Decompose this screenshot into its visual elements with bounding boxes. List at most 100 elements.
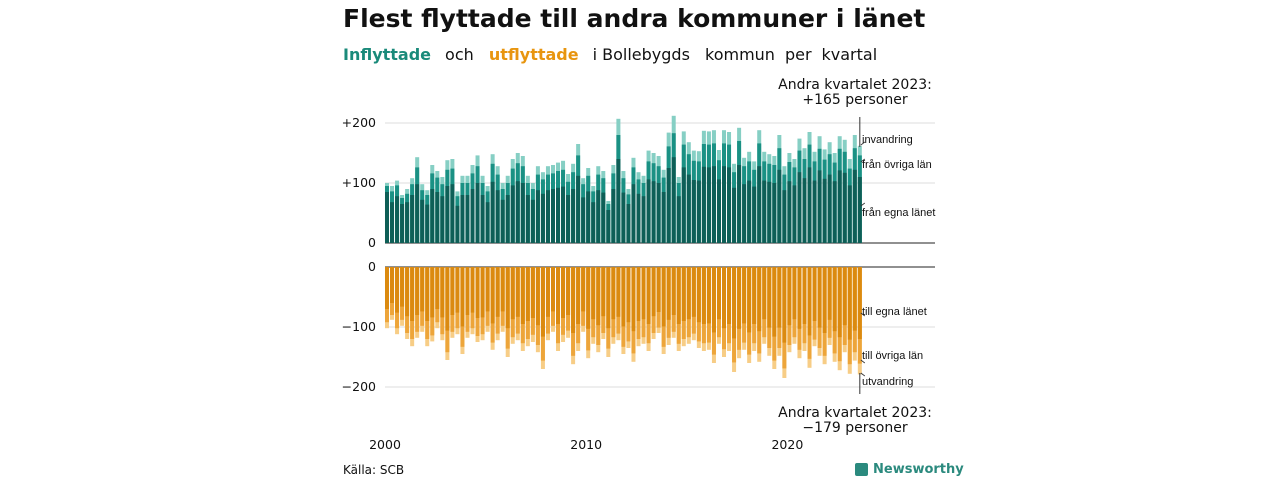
out-bar-group — [571, 267, 576, 365]
out-bar-egna — [711, 267, 716, 333]
in-bar-egna — [777, 169, 782, 243]
in-bar-egna — [606, 210, 611, 243]
annotation-in-line2: +165 personer — [802, 92, 908, 108]
in-bar-group — [706, 131, 711, 243]
in-bar-group — [701, 130, 706, 243]
out-bar-egna — [510, 267, 515, 320]
brand-name: Newsworthy — [873, 462, 964, 477]
in-bar-group — [767, 154, 772, 243]
out-bar-egna — [490, 267, 495, 324]
out-bar-egna — [666, 267, 671, 320]
in-bar-group — [495, 166, 500, 243]
in-bar-group — [842, 139, 847, 243]
segment-leader-in — [860, 158, 866, 163]
out-bar-egna — [817, 267, 822, 328]
out-bar-egna — [435, 267, 440, 309]
out-bar-egna — [455, 267, 460, 313]
axes: +200 +100 0 0 −100 −200 2000 2010 2020 — [342, 115, 804, 452]
out-bar-group — [827, 267, 832, 345]
in-bar-egna — [827, 174, 832, 243]
in-bar-group — [666, 132, 671, 243]
out-bar-egna — [425, 267, 430, 321]
in-bar-egna — [636, 193, 641, 243]
out-bar-group — [747, 267, 752, 363]
out-bar-egna — [656, 267, 661, 312]
out-bar-egna — [525, 267, 530, 321]
annotation-out-line2: −179 personer — [802, 420, 908, 436]
in-bar-group — [722, 130, 727, 243]
out-bar-group — [535, 267, 540, 353]
y-tick-label-in: +100 — [342, 175, 376, 190]
in-bar-egna — [420, 199, 425, 243]
in-bar-egna — [460, 195, 465, 243]
out-bar-group — [435, 267, 440, 329]
out-bar-egna — [671, 267, 676, 315]
out-bar-group — [807, 267, 812, 368]
in-bar-egna — [470, 189, 475, 243]
in-bar-group — [691, 150, 696, 243]
out-bar-group — [686, 267, 691, 344]
in-bar-egna — [550, 189, 555, 243]
out-bar-group — [550, 267, 555, 332]
in-bar-egna — [722, 166, 727, 243]
in-bar-group — [400, 195, 405, 243]
y-tick-label-in: 0 — [368, 235, 376, 250]
out-bar-group — [470, 267, 475, 335]
out-bar-group — [485, 267, 490, 332]
out-bar-group — [500, 267, 505, 332]
y-tick-label-out: −200 — [342, 379, 376, 394]
in-bar-group — [621, 171, 626, 243]
out-bar-group — [817, 267, 822, 356]
out-bar-egna — [807, 267, 812, 336]
out-bar-group — [782, 267, 787, 378]
in-bar-egna — [601, 192, 606, 243]
out-bar-group — [510, 267, 515, 344]
out-bar-group — [596, 267, 601, 353]
out-bar-group — [390, 267, 395, 320]
out-bar-group — [757, 267, 762, 362]
segment-label-out: till egna länet — [862, 306, 927, 318]
out-bar-egna — [535, 267, 540, 326]
out-bar-group — [857, 267, 862, 375]
out-bar-group — [727, 267, 732, 351]
segment-leader-in — [860, 141, 866, 146]
out-bar-egna — [742, 267, 747, 324]
segment-label-in: invandring — [862, 134, 913, 146]
segment-label-out: till övriga län — [862, 350, 923, 362]
out-bar-group — [495, 267, 500, 341]
segment-label-in: från övriga län — [862, 159, 932, 171]
in-bar-group — [505, 175, 510, 243]
in-bar-egna — [425, 204, 430, 243]
out-bar-egna — [450, 267, 455, 315]
out-bar-group — [420, 267, 425, 332]
x-tick-label: 2020 — [771, 437, 803, 452]
out-bar-egna — [571, 267, 576, 333]
out-bar-egna — [420, 267, 425, 312]
in-bar-group — [530, 183, 535, 243]
out-bar-egna — [701, 267, 706, 324]
out-bar-group — [631, 267, 636, 362]
out-bar-group — [576, 267, 581, 351]
in-bar-group — [792, 159, 797, 243]
newsworthy-logo-icon — [855, 463, 868, 476]
in-bar-group — [540, 172, 545, 243]
out-bar-group — [530, 267, 535, 342]
out-bar-group — [400, 267, 405, 326]
in-bar-egna — [490, 181, 495, 243]
out-bar-egna — [410, 267, 415, 321]
out-bar-group — [556, 267, 561, 351]
in-bar-group — [797, 138, 802, 243]
out-bar-group — [797, 267, 802, 359]
in-bar-egna — [686, 174, 691, 243]
out-bar-egna — [390, 267, 395, 303]
out-bar-group — [701, 267, 706, 351]
out-bar-group — [425, 267, 430, 347]
out-bar-egna — [747, 267, 752, 333]
in-bar-egna — [410, 195, 415, 243]
out-bar-egna — [686, 267, 691, 320]
in-bar-group — [410, 178, 415, 243]
in-bar-group — [385, 183, 389, 243]
out-bar-egna — [530, 267, 535, 318]
in-bar-group — [475, 155, 480, 243]
in-bar-group — [686, 142, 691, 243]
